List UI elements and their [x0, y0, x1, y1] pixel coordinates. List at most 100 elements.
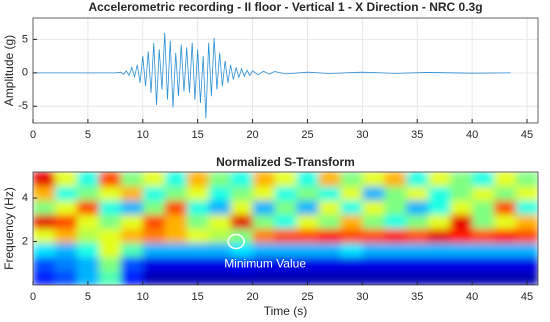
heat-cell	[428, 256, 451, 272]
heat-cell	[54, 172, 78, 187]
heat-cell	[516, 256, 538, 272]
heat-cell	[54, 200, 78, 215]
heat-cell	[186, 214, 210, 229]
y-axis-label: Frequency (Hz)	[2, 187, 16, 270]
heat-cell	[33, 200, 56, 215]
heat-cell	[120, 256, 144, 272]
heat-cell	[472, 200, 495, 215]
heat-cell	[208, 186, 232, 201]
heat-cell	[186, 270, 210, 285]
heat-cell	[98, 270, 122, 285]
heat-cell	[296, 256, 319, 272]
y-tick-label: -5	[18, 100, 28, 112]
heat-cell	[450, 214, 473, 229]
heat-cell	[450, 186, 473, 201]
heat-cell	[142, 186, 166, 201]
heat-cell	[208, 214, 232, 229]
heat-cell	[186, 242, 210, 258]
heat-cell	[428, 186, 451, 201]
x-tick-label: 40	[466, 129, 478, 141]
chart-title: Normalized S-Transform	[216, 155, 355, 169]
heat-cell	[516, 214, 538, 229]
heat-cell	[142, 242, 166, 258]
heat-cell	[296, 228, 319, 244]
heat-cell	[472, 256, 495, 272]
x-tick-label: 10	[137, 129, 149, 141]
heat-cell	[340, 256, 363, 272]
heat-cell	[54, 214, 78, 229]
heat-cell	[98, 256, 122, 272]
heat-cell	[120, 270, 144, 285]
heat-cell	[406, 228, 429, 244]
heat-cell	[208, 200, 232, 215]
x-tick-label: 30	[356, 291, 368, 303]
heat-cell	[494, 256, 517, 272]
heat-cell	[54, 270, 78, 285]
heat-cell	[208, 270, 232, 285]
heat-cell	[164, 256, 188, 272]
heat-cell	[384, 172, 407, 187]
x-tick-label: 45	[521, 291, 533, 303]
heat-cell	[252, 242, 276, 258]
heat-cell	[230, 186, 254, 201]
heat-cell	[274, 186, 297, 201]
heat-cell	[120, 186, 144, 201]
heat-cell	[384, 242, 407, 258]
heat-cell	[230, 270, 254, 285]
x-tick-label: 0	[30, 129, 36, 141]
heat-cell	[516, 200, 538, 215]
heat-cell	[142, 214, 166, 229]
heat-cell	[494, 214, 517, 229]
heat-cell	[33, 186, 56, 201]
heat-cell	[340, 242, 363, 258]
heat-cell	[142, 256, 166, 272]
heat-cell	[164, 242, 188, 258]
heat-cell	[450, 228, 473, 244]
x-tick-label: 10	[137, 291, 149, 303]
heat-cell	[76, 256, 100, 272]
y-tick-label: 4	[22, 192, 28, 204]
heat-cell	[76, 242, 100, 258]
heat-cell	[406, 270, 429, 285]
heat-cell	[406, 214, 429, 229]
x-tick-label: 35	[411, 129, 423, 141]
heat-cell	[274, 172, 297, 187]
heat-cell	[494, 242, 517, 258]
heat-cell	[252, 214, 276, 229]
x-tick-label: 20	[246, 291, 258, 303]
heat-cell	[428, 228, 451, 244]
heat-cell	[384, 214, 407, 229]
heat-cell	[164, 214, 188, 229]
x-tick-label: 5	[85, 129, 91, 141]
heat-cell	[318, 256, 341, 272]
heat-cell	[384, 200, 407, 215]
heat-cell	[384, 186, 407, 201]
heat-cell	[296, 186, 319, 201]
heat-cell	[252, 186, 276, 201]
heat-cell	[76, 228, 100, 244]
heat-cell	[362, 242, 385, 258]
heat-cell	[164, 228, 188, 244]
heat-cell	[406, 172, 429, 187]
x-tick-label: 25	[301, 129, 313, 141]
heat-cell	[384, 256, 407, 272]
heat-cell	[406, 242, 429, 258]
heat-cell	[98, 172, 122, 187]
y-axis-label: Amplitude (g)	[2, 35, 16, 106]
heat-cell	[120, 172, 144, 187]
signal-line	[33, 32, 511, 119]
heat-cell	[120, 214, 144, 229]
heat-cell	[296, 270, 319, 285]
heat-cell	[54, 242, 78, 258]
heat-cell	[208, 172, 232, 187]
heat-cell	[274, 270, 297, 285]
heat-cell	[494, 172, 517, 187]
plot-group	[33, 172, 538, 285]
heat-cell	[98, 242, 122, 258]
heat-cell	[230, 242, 254, 258]
x-tick-label: 35	[411, 291, 423, 303]
heat-cell	[428, 172, 451, 187]
heat-cell	[450, 200, 473, 215]
